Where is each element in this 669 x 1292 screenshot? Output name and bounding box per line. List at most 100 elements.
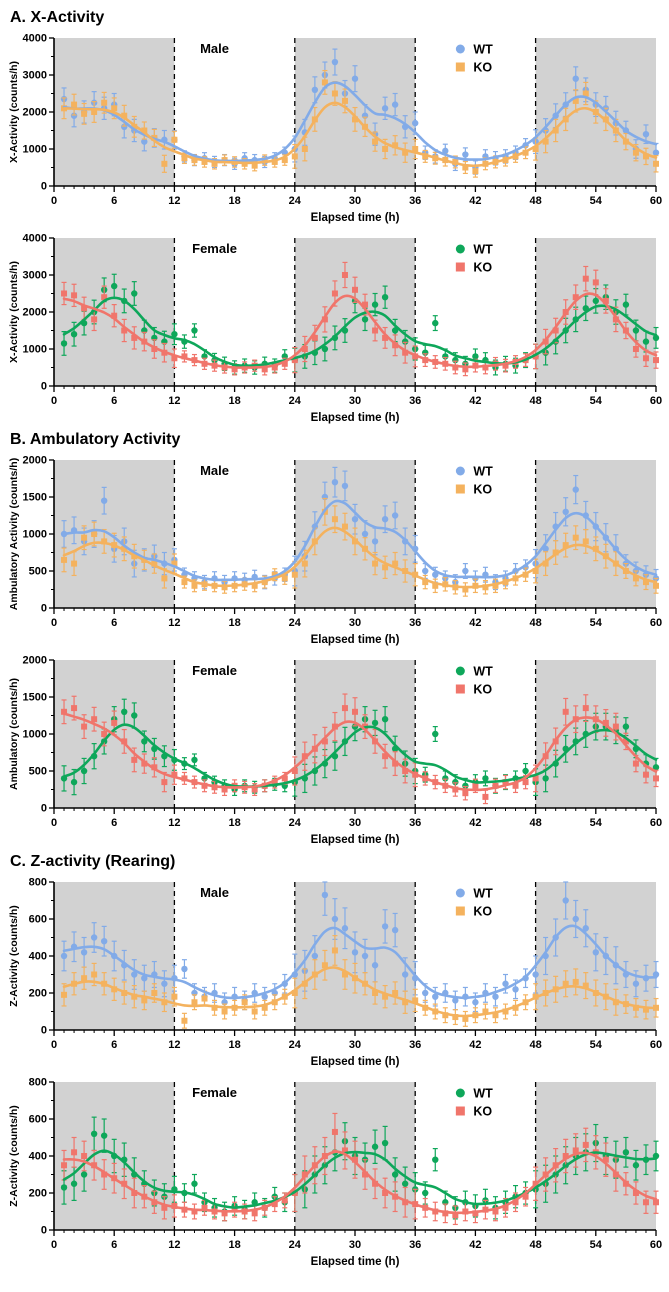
svg-text:12: 12 xyxy=(168,617,180,629)
svg-text:48: 48 xyxy=(529,1239,541,1251)
panel-subtitle: Male xyxy=(200,41,229,56)
svg-text:6: 6 xyxy=(111,617,117,629)
section-ambulatory-activity: B. Ambulatory Activity 0 500 1000 1500 2000 0… xyxy=(0,430,669,848)
svg-text:6: 6 xyxy=(111,817,117,829)
svg-text:42: 42 xyxy=(469,1239,481,1251)
svg-text:500: 500 xyxy=(29,766,47,778)
x-axis-ticks: 0 6 12 18 24 30 36 42 48 54 60 xyxy=(51,1230,662,1251)
y-axis-title: Ambulatory (counts/h) xyxy=(8,678,20,790)
x-axis-ticks: 0 6 12 18 24 30 36 42 48 54 60 xyxy=(51,1030,662,1051)
legend-marker-WT xyxy=(455,244,465,254)
chart-ambulatory-female: 0 500 1000 1500 2000 0 6 12 18 24 30 36 42 48 54 60 Ambu… xyxy=(4,652,668,848)
svg-text:500: 500 xyxy=(29,566,47,578)
svg-text:6: 6 xyxy=(111,195,117,207)
svg-text:42: 42 xyxy=(469,617,481,629)
legend: WT KO xyxy=(455,665,493,697)
svg-text:24: 24 xyxy=(289,195,302,207)
trend-line-WT xyxy=(62,1149,658,1209)
phase-boundary-dashed-lines xyxy=(173,460,537,608)
svg-text:60: 60 xyxy=(650,195,662,207)
svg-text:24: 24 xyxy=(289,1239,302,1251)
trend-line-KO xyxy=(62,966,658,1018)
svg-text:0: 0 xyxy=(41,181,47,193)
chart-ambulatory-male: 0 500 1000 1500 2000 0 6 12 18 24 30 36 42 48 54 60 Ambu… xyxy=(4,452,668,648)
legend-marker-KO xyxy=(455,62,465,72)
svg-text:0: 0 xyxy=(41,803,47,815)
svg-text:200: 200 xyxy=(29,1188,47,1200)
trend-line-KO xyxy=(62,526,658,589)
legend-label-KO: KO xyxy=(473,1105,492,1119)
phase-boundary-dashed-lines xyxy=(173,660,537,808)
legend: WT KO xyxy=(455,43,493,75)
legend-label-WT: WT xyxy=(473,665,493,679)
x-axis-title: Elapsed time (h) xyxy=(311,212,400,224)
svg-text:0: 0 xyxy=(51,195,57,207)
svg-text:200: 200 xyxy=(29,988,47,1000)
svg-text:30: 30 xyxy=(349,817,361,829)
svg-text:600: 600 xyxy=(29,914,47,926)
svg-text:30: 30 xyxy=(349,395,361,407)
x-axis-title: Elapsed time (h) xyxy=(311,1256,400,1268)
svg-text:800: 800 xyxy=(29,877,47,889)
y-axis-title: Z-Activity (counts/h) xyxy=(8,905,20,1007)
legend-label-WT: WT xyxy=(473,243,493,257)
section-z-activity: C. Z-activity (Rearing) 0 200 400 600 800 0 6 1… xyxy=(0,852,669,1270)
svg-text:42: 42 xyxy=(469,817,481,829)
section-x-activity: A. X-Activity 0 1000 2000 3000 4000 0 6 12 18 24 3… xyxy=(0,8,669,426)
trend-line-WT xyxy=(62,723,658,788)
svg-text:2000: 2000 xyxy=(23,455,47,467)
phase-boundary-dashed-lines xyxy=(173,1082,537,1230)
svg-text:1000: 1000 xyxy=(23,344,47,356)
chart-x-activity-female: 0 1000 2000 3000 4000 0 6 12 18 24 30 36 42 48 54 60 X-A… xyxy=(4,230,668,426)
svg-text:2000: 2000 xyxy=(23,655,47,667)
svg-text:1500: 1500 xyxy=(23,492,47,504)
svg-text:18: 18 xyxy=(228,1039,240,1051)
svg-text:36: 36 xyxy=(409,1239,421,1251)
svg-text:42: 42 xyxy=(469,195,481,207)
x-axis-title: Elapsed time (h) xyxy=(311,412,400,424)
svg-text:18: 18 xyxy=(228,1239,240,1251)
svg-text:0: 0 xyxy=(51,617,57,629)
trend-line-KO xyxy=(62,1150,658,1215)
svg-text:600: 600 xyxy=(29,1114,47,1126)
y-axis-ticks: 0 200 400 600 800 xyxy=(29,877,54,1037)
chart-svg-female: 0 1000 2000 3000 4000 0 6 12 18 24 30 36 42 48 54 60 X-A… xyxy=(8,233,662,425)
x-axis-ticks: 0 6 12 18 24 30 36 42 48 54 60 xyxy=(51,186,662,207)
svg-text:36: 36 xyxy=(409,617,421,629)
chart-z-activity-male: 0 200 400 600 800 0 6 12 18 24 30 36 42 48 54 60 Z-Activ… xyxy=(4,874,668,1070)
chart-svg-male: 0 500 1000 1500 2000 0 6 12 18 24 30 36 42 48 54 60 Ambu… xyxy=(8,455,662,647)
y-axis-ticks: 0 200 400 600 800 xyxy=(29,1077,54,1237)
svg-text:12: 12 xyxy=(168,395,180,407)
x-axis-title: Elapsed time (h) xyxy=(311,634,400,646)
svg-text:0: 0 xyxy=(41,381,47,393)
svg-text:48: 48 xyxy=(529,617,541,629)
svg-text:1000: 1000 xyxy=(23,729,47,741)
svg-text:6: 6 xyxy=(111,1239,117,1251)
legend-label-KO: KO xyxy=(473,483,492,497)
section-z-activity-title: C. Z-activity (Rearing) xyxy=(10,853,176,870)
svg-text:60: 60 xyxy=(650,1039,662,1051)
svg-text:0: 0 xyxy=(51,1039,57,1051)
x-axis-ticks: 0 6 12 18 24 30 36 42 48 54 60 xyxy=(51,808,662,829)
panel-subtitle: Female xyxy=(192,1085,237,1100)
svg-text:3000: 3000 xyxy=(23,70,47,82)
trend-line-WT xyxy=(62,499,658,582)
legend: WT KO xyxy=(455,243,493,275)
trend-line-WT xyxy=(62,924,658,1000)
svg-text:24: 24 xyxy=(289,817,302,829)
trend-line-KO xyxy=(62,101,658,168)
svg-text:0: 0 xyxy=(51,395,57,407)
x-axis-title: Elapsed time (h) xyxy=(311,1056,400,1068)
legend-label-KO: KO xyxy=(473,683,492,697)
legend-marker-WT xyxy=(455,1088,465,1098)
svg-text:12: 12 xyxy=(168,1239,180,1251)
panel-subtitle: Female xyxy=(192,663,237,678)
svg-text:48: 48 xyxy=(529,395,541,407)
legend-label-WT: WT xyxy=(473,887,493,901)
x-axis-ticks: 0 6 12 18 24 30 36 42 48 54 60 xyxy=(51,386,662,407)
y-axis-title: X-Activity (counts/h) xyxy=(8,61,20,163)
svg-text:24: 24 xyxy=(289,617,302,629)
svg-text:60: 60 xyxy=(650,1239,662,1251)
legend-label-WT: WT xyxy=(473,43,493,57)
